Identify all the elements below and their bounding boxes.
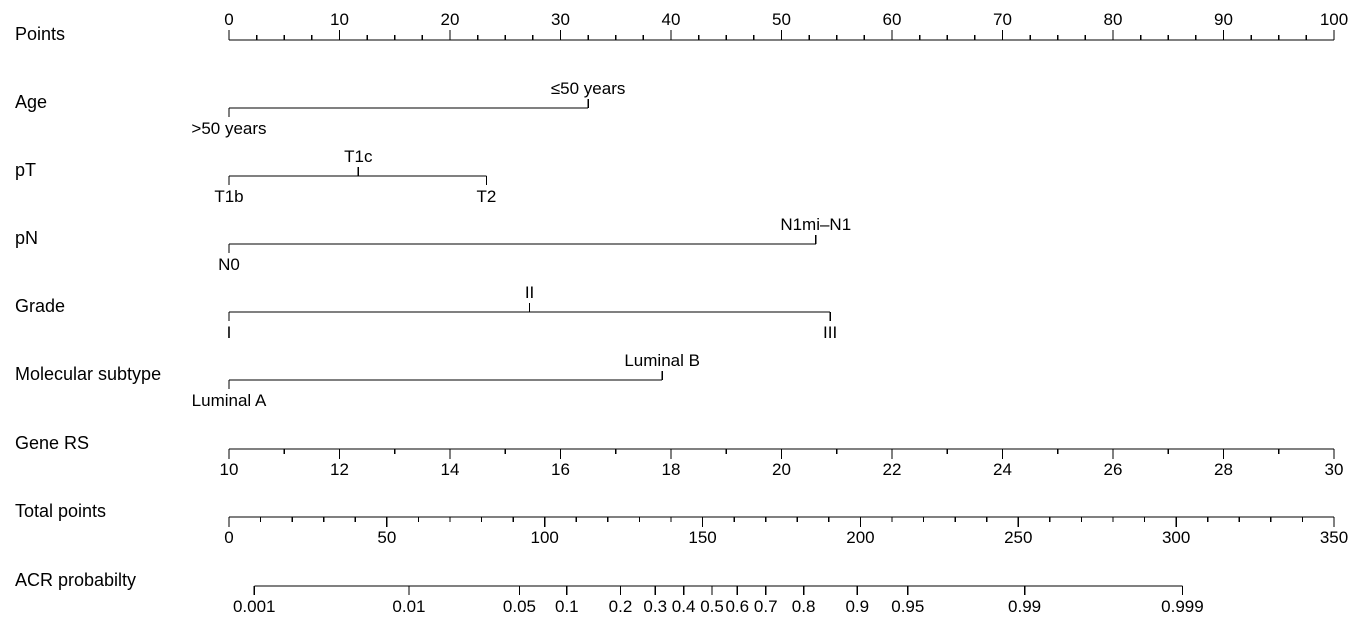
- row-label-age: Age: [15, 92, 47, 112]
- gene-rs-tick-label: 30: [1325, 460, 1344, 479]
- row-labels: Points Age pT pN Grade Molecular subtype Gene …: [15, 24, 161, 590]
- points-tick-label: 50: [772, 10, 791, 29]
- points-tick-label: 90: [1214, 10, 1233, 29]
- subtype-level-label: Luminal B: [624, 351, 700, 370]
- row-label-total-points: Total points: [15, 501, 106, 521]
- probability-tick-label: 0.6: [725, 597, 749, 616]
- probability-tick-label: 0.95: [891, 597, 924, 616]
- gene-rs-tick-label: 28: [1214, 460, 1233, 479]
- gene-rs-tick-label: 10: [220, 460, 239, 479]
- nomogram-axes: 0 10 20 30 40 50 60 70 80 90 100>50 years≤50 years…: [191, 10, 1348, 616]
- pn-level-label: N0: [218, 255, 240, 274]
- points-tick-label: 20: [441, 10, 460, 29]
- total-points-tick-label: 150: [688, 528, 716, 547]
- probability-tick-label: 0.2: [609, 597, 633, 616]
- total-points-tick-label: 350: [1320, 528, 1348, 547]
- subtype-level-label: Luminal A: [192, 391, 267, 410]
- age-level-label: >50 years: [191, 119, 266, 138]
- pt-level-label: T1c: [344, 147, 373, 166]
- pn-level-label: N1mi–N1: [780, 215, 851, 234]
- gene-rs-tick-label: 24: [993, 460, 1012, 479]
- gene-rs-tick-label: 26: [1104, 460, 1123, 479]
- total-points-tick-label: 100: [531, 528, 559, 547]
- gene-rs-tick-label: 20: [772, 460, 791, 479]
- probability-tick-label: 0.999: [1161, 597, 1204, 616]
- total-points-tick-label: 300: [1162, 528, 1190, 547]
- probability-tick-label: 0.05: [503, 597, 536, 616]
- points-tick-label: 100: [1320, 10, 1348, 29]
- probability-tick-label: 0.9: [845, 597, 869, 616]
- total-points-tick-label: 0: [224, 528, 233, 547]
- total-points-tick-label: 250: [1004, 528, 1032, 547]
- points-tick-label: 80: [1104, 10, 1123, 29]
- grade-level-label: II: [525, 283, 534, 302]
- probability-tick-label: 0.1: [555, 597, 579, 616]
- points-tick-label: 0: [224, 10, 233, 29]
- gene-rs-tick-label: 16: [551, 460, 570, 479]
- points-tick-label: 30: [551, 10, 570, 29]
- probability-tick-label: 0.99: [1008, 597, 1041, 616]
- probability-tick-label: 0.8: [792, 597, 816, 616]
- points-tick-label: 40: [662, 10, 681, 29]
- row-label-acr-probability: ACR probabilty: [15, 570, 136, 590]
- probability-tick-label: 0.5: [700, 597, 724, 616]
- gene-rs-tick-label: 22: [883, 460, 902, 479]
- probability-tick-label: 0.001: [233, 597, 276, 616]
- gene-rs-tick-label: 18: [662, 460, 681, 479]
- gene-rs-tick-label: 14: [441, 460, 460, 479]
- row-label-subtype: Molecular subtype: [15, 364, 161, 384]
- row-label-points: Points: [15, 24, 65, 44]
- row-label-gene-rs: Gene RS: [15, 433, 89, 453]
- row-label-pn: pN: [15, 228, 38, 248]
- total-points-tick-label: 200: [846, 528, 874, 547]
- points-tick-label: 10: [330, 10, 349, 29]
- probability-tick-label: 0.3: [643, 597, 667, 616]
- points-tick-label: 70: [993, 10, 1012, 29]
- points-tick-label: 60: [883, 10, 902, 29]
- gene-rs-tick-label: 12: [330, 460, 349, 479]
- probability-tick-label: 0.4: [672, 597, 696, 616]
- probability-tick-label: 0.01: [392, 597, 425, 616]
- grade-level-label: I: [227, 323, 232, 342]
- age-level-label: ≤50 years: [551, 79, 626, 98]
- row-label-grade: Grade: [15, 296, 65, 316]
- grade-level-label: III: [823, 323, 837, 342]
- pt-level-label: T2: [477, 187, 497, 206]
- probability-tick-label: 0.7: [754, 597, 778, 616]
- row-label-pt: pT: [15, 160, 36, 180]
- total-points-tick-label: 50: [377, 528, 396, 547]
- pt-level-label: T1b: [214, 187, 243, 206]
